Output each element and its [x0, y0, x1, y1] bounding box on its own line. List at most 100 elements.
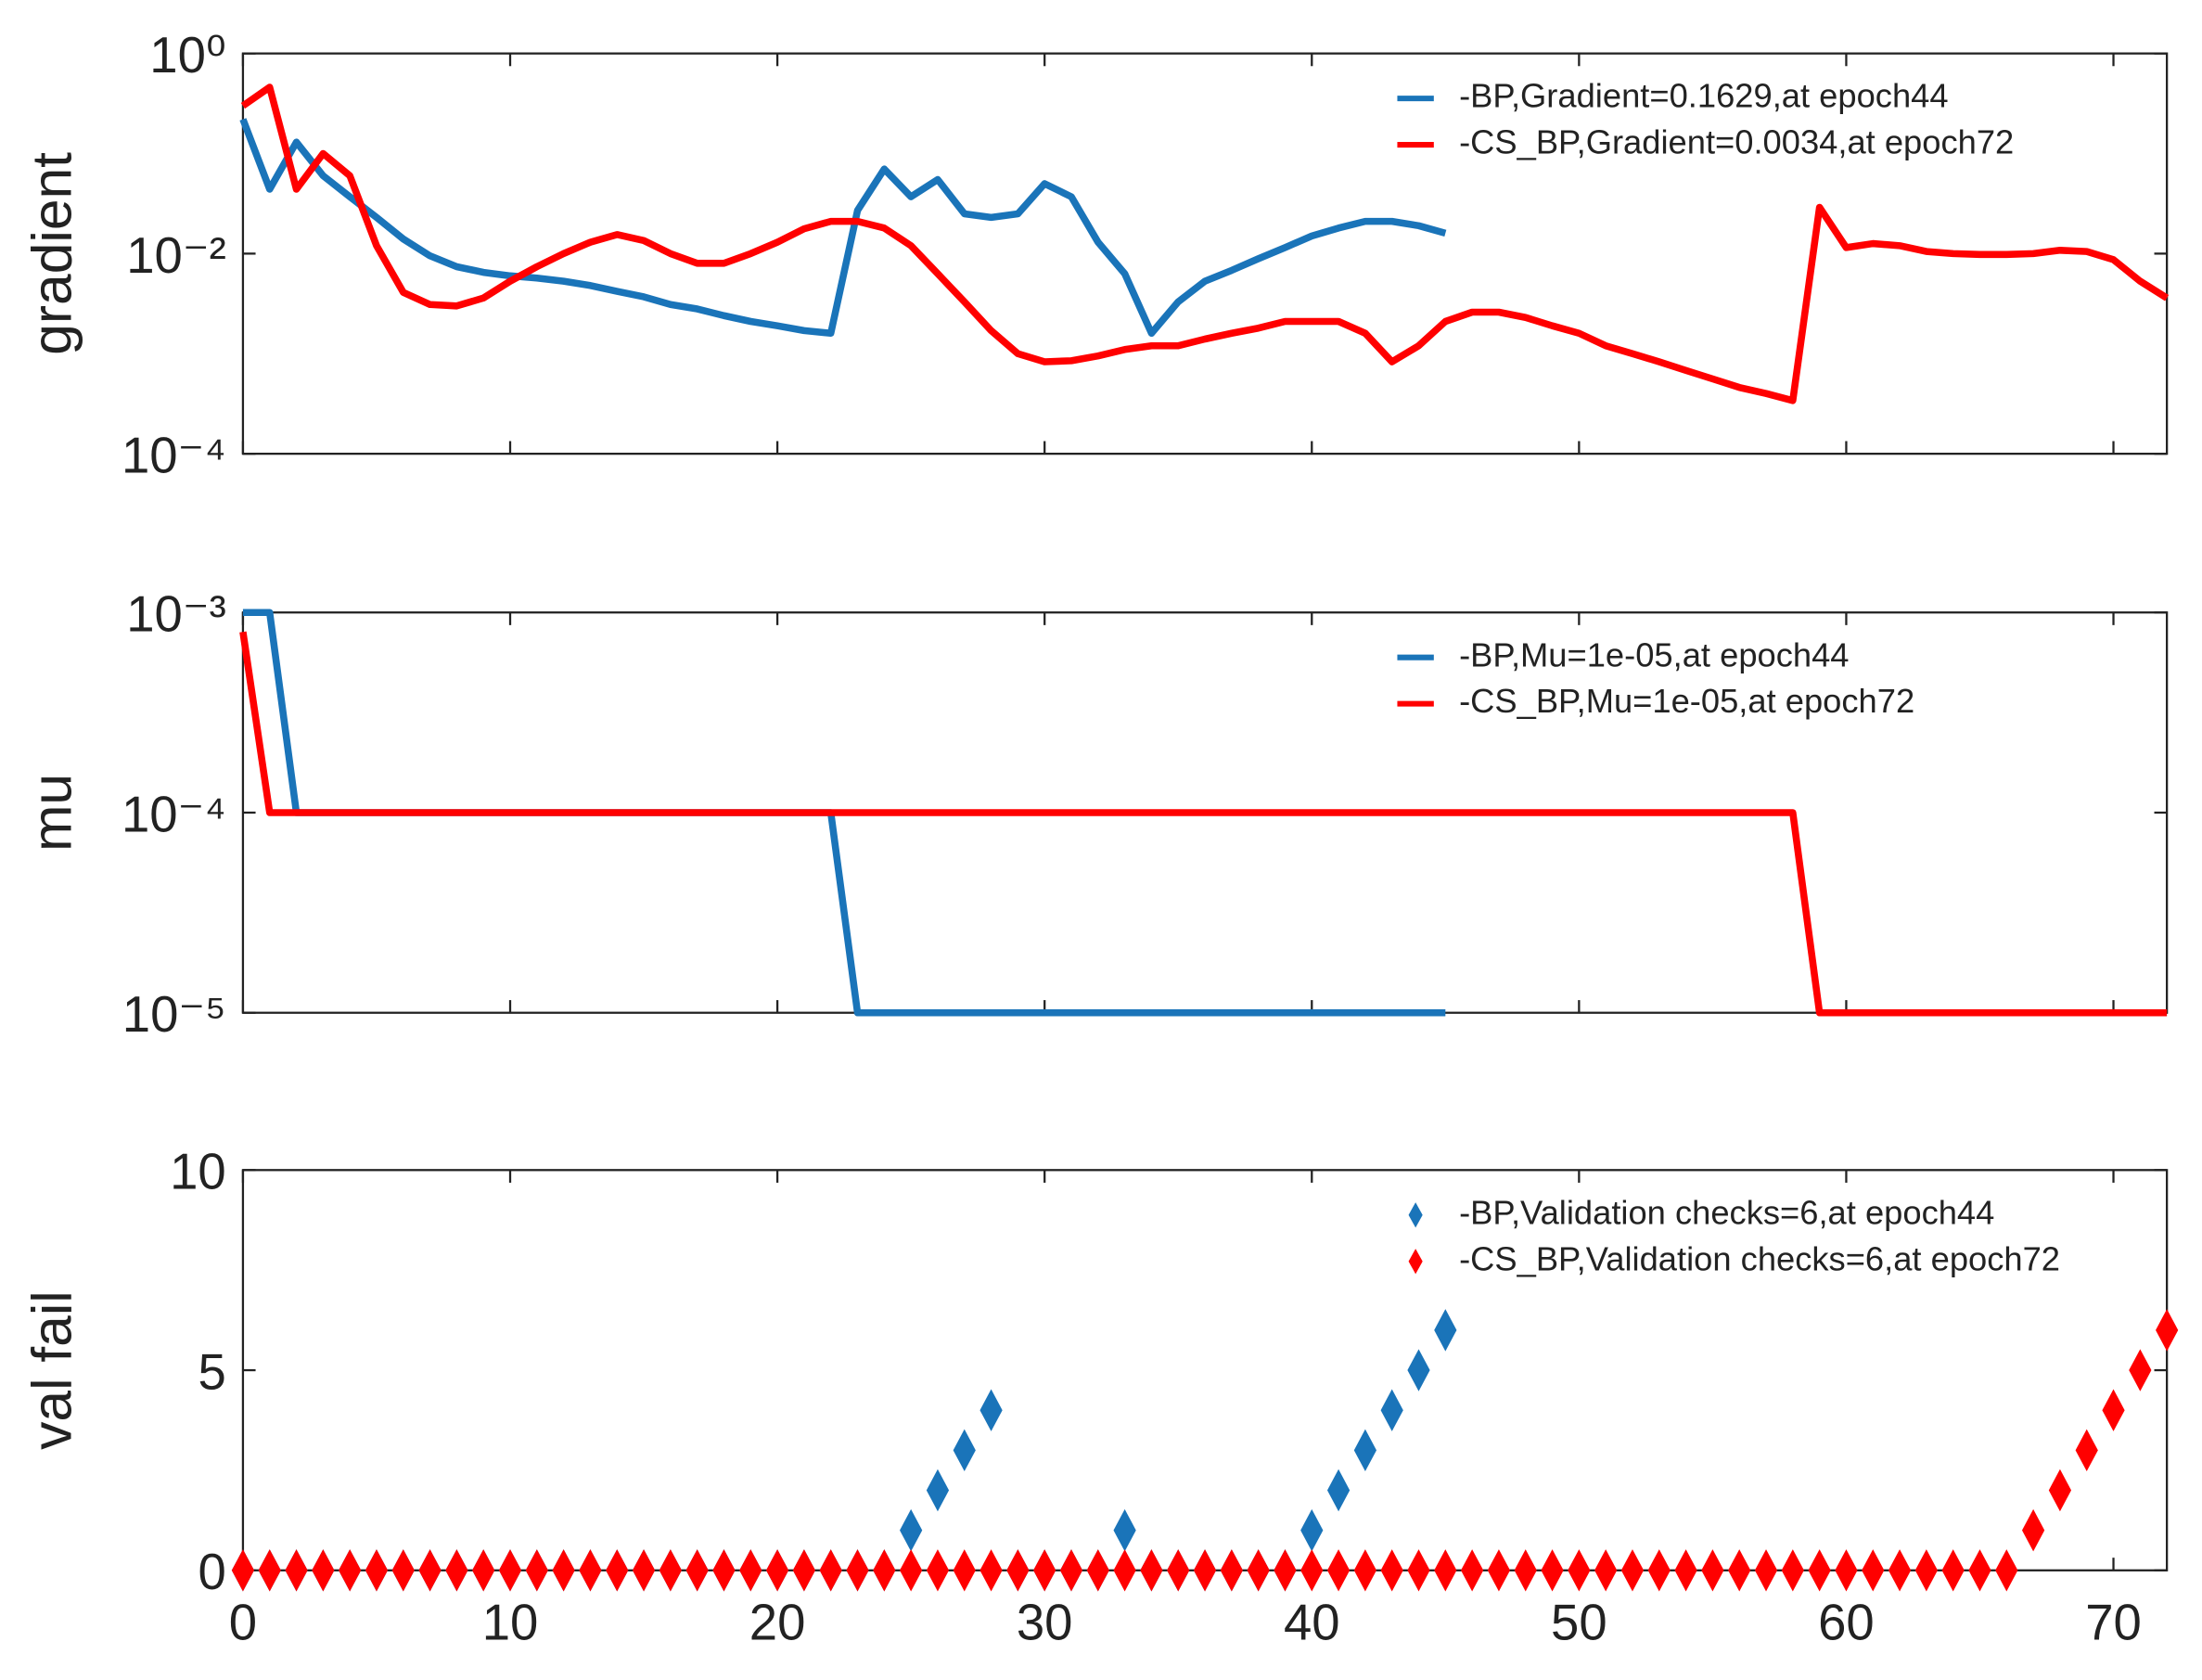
data-point [1862, 1549, 1885, 1592]
data-point [765, 1549, 789, 1592]
y-tick-label: 10⁻⁴ [122, 786, 226, 842]
data-point [1541, 1549, 1564, 1592]
data-point [1380, 1389, 1403, 1431]
data-point [1353, 1549, 1377, 1592]
x-tick-label: 30 [1017, 1595, 1073, 1651]
x-tick-label: 10 [482, 1595, 539, 1651]
data-point [579, 1549, 602, 1592]
data-point [418, 1549, 442, 1592]
legend-marker [1408, 1249, 1423, 1275]
data-point [846, 1549, 869, 1592]
data-point [1754, 1549, 1778, 1592]
data-point [1113, 1508, 1136, 1552]
data-point [1247, 1549, 1270, 1592]
data-point [1487, 1549, 1511, 1592]
data-point [525, 1549, 548, 1592]
legend-label: -CS_BP,Gradient=0.0034,at epoch72 [1459, 123, 2014, 161]
data-line [239, 631, 2168, 1017]
data-point [1808, 1549, 1831, 1592]
y-tick-label: 10⁻² [126, 227, 226, 284]
y-tick-label: 10 [170, 1144, 226, 1200]
data-point [792, 1549, 816, 1592]
data-point [712, 1549, 736, 1592]
data-point [312, 1549, 335, 1592]
y-tick-label: 10⁻⁵ [122, 986, 226, 1043]
data-point [926, 1549, 950, 1592]
data-line [239, 118, 1447, 338]
y-axis-label: val fail [20, 1290, 83, 1450]
data-point [2021, 1508, 2045, 1552]
data-point [1674, 1549, 1697, 1592]
data-point [2048, 1468, 2072, 1512]
data-point [1835, 1549, 1858, 1592]
data-point [1434, 1309, 1457, 1352]
data-point [1407, 1549, 1430, 1592]
data-point [258, 1549, 281, 1592]
data-point [606, 1549, 629, 1592]
data-point [926, 1468, 950, 1512]
x-tick-label: 0 [229, 1595, 257, 1651]
legend-label: -BP,Mu=1e-05,at epoch44 [1459, 635, 1849, 673]
data-point [1620, 1549, 1645, 1592]
data-point [900, 1508, 923, 1552]
y-tick-label: 10⁻³ [126, 586, 226, 643]
x-tick-label: 20 [749, 1595, 806, 1651]
data-point [739, 1549, 762, 1592]
data-point [979, 1389, 1003, 1431]
data-point [552, 1549, 575, 1592]
data-point [1914, 1549, 1938, 1592]
x-tick-label: 40 [1284, 1595, 1340, 1651]
data-point [285, 1549, 308, 1592]
data-point [365, 1549, 389, 1592]
data-point [1514, 1549, 1537, 1592]
data-point [1086, 1549, 1109, 1592]
data-point [1781, 1549, 1804, 1592]
data-point [1006, 1549, 1030, 1592]
data-point [1193, 1549, 1217, 1592]
data-point [1300, 1508, 1324, 1552]
data-point [1326, 1468, 1351, 1512]
data-point [391, 1549, 415, 1592]
x-tick-label: 60 [1818, 1595, 1875, 1651]
x-tick-label: 50 [1551, 1595, 1607, 1651]
y-tick-label: 10⁰ [149, 27, 225, 83]
data-point [1461, 1549, 1484, 1592]
data-point [1113, 1549, 1136, 1592]
data-point [1167, 1549, 1190, 1592]
legend-marker [1408, 1202, 1423, 1228]
data-point [1353, 1429, 1377, 1472]
data-point [1274, 1549, 1297, 1592]
data-point [1140, 1549, 1163, 1592]
data-line [240, 83, 2170, 404]
y-axis-label: gradient [20, 152, 83, 355]
data-point [1647, 1549, 1671, 1592]
data-point [1300, 1549, 1324, 1592]
data-point [2102, 1389, 2125, 1431]
data-point [873, 1549, 896, 1592]
legend-label: -BP,Validation checks=6,at epoch44 [1459, 1193, 1994, 1231]
legend-label: -BP,Gradient=0.1629,at epoch44 [1459, 77, 1949, 115]
data-point [953, 1429, 976, 1472]
data-point [445, 1549, 468, 1592]
data-point [339, 1549, 362, 1592]
data-point [1968, 1549, 1991, 1592]
y-tick-label: 0 [198, 1544, 225, 1600]
y-axis-label: mu [20, 774, 83, 852]
data-point [953, 1549, 976, 1592]
x-tick-label: 70 [2085, 1595, 2142, 1651]
data-point [1728, 1549, 1751, 1592]
data-point [2156, 1309, 2179, 1352]
data-point [1995, 1549, 2018, 1592]
data-point [819, 1549, 842, 1592]
legend-label: -CS_BP,Mu=1e-05,at epoch72 [1459, 682, 1914, 720]
data-point [1033, 1549, 1056, 1592]
data-point [2075, 1429, 2098, 1472]
data-point [1434, 1549, 1457, 1592]
legend-label: -CS_BP,Validation checks=6,at epoch72 [1459, 1239, 2060, 1277]
data-point [632, 1549, 656, 1592]
data-point [1568, 1549, 1591, 1592]
data-point [231, 1549, 255, 1592]
data-point [2129, 1349, 2152, 1391]
data-point [1941, 1549, 1965, 1592]
